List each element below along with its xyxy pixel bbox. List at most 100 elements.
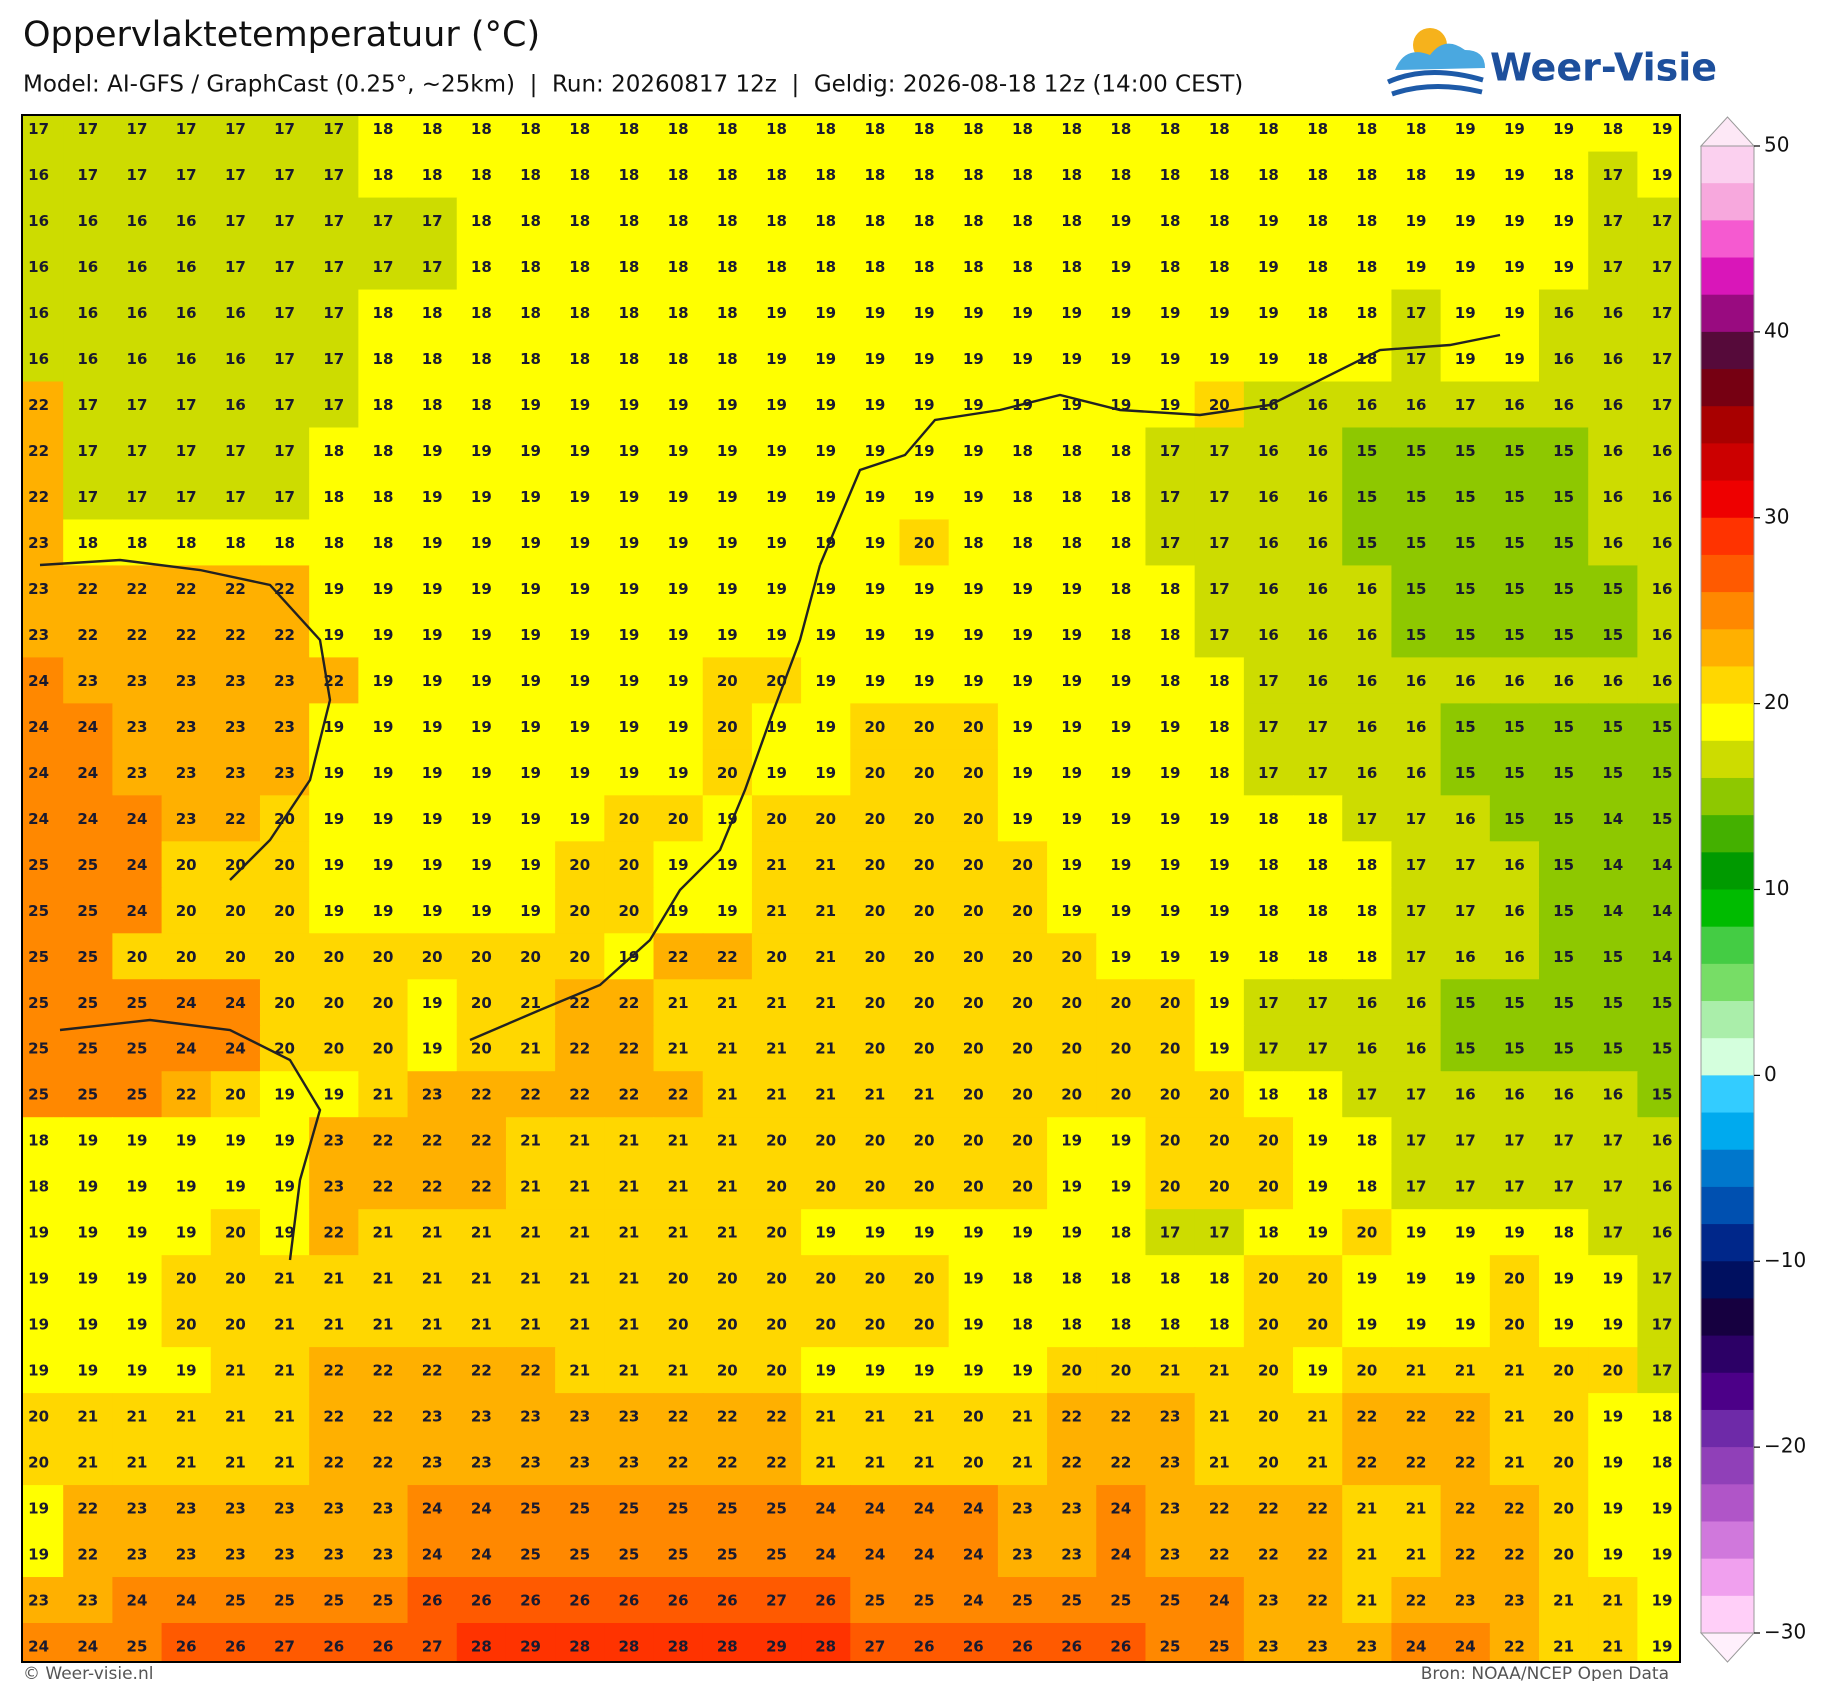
temperature-label: 16 xyxy=(1406,672,1427,690)
temperature-cell xyxy=(1096,243,1147,291)
temperature-label: 16 xyxy=(28,350,49,368)
temperature-label: 21 xyxy=(914,1408,935,1426)
temperature-cell xyxy=(997,335,1048,383)
temperature-label: 18 xyxy=(1209,212,1230,230)
temperature-cell xyxy=(505,565,556,613)
temperature-cell xyxy=(899,381,950,429)
colorbar-band xyxy=(1701,703,1754,742)
temperature-label: 19 xyxy=(668,580,689,598)
temperature-cell xyxy=(1637,243,1680,291)
colorbar-band xyxy=(1701,257,1754,296)
temperature-label: 18 xyxy=(569,258,590,276)
temperature-label: 21 xyxy=(618,1270,639,1288)
temperature-label: 25 xyxy=(77,948,98,966)
temperature-cell xyxy=(1539,473,1589,521)
temperature-cell xyxy=(555,427,605,475)
temperature-cell xyxy=(948,565,999,613)
temperature-label: 19 xyxy=(1455,166,1476,184)
temperature-label: 18 xyxy=(766,166,787,184)
temperature-label: 18 xyxy=(569,304,590,322)
temperature-cell xyxy=(309,151,359,199)
temperature-label: 17 xyxy=(1652,304,1673,322)
temperature-cell xyxy=(899,611,950,658)
temperature-cell xyxy=(1342,335,1393,383)
credit: © Weer-visie.nl xyxy=(23,1664,153,1681)
temperature-cell xyxy=(407,243,458,291)
colorbar-tick-label: −10 xyxy=(1764,1248,1806,1272)
temperature-label: 20 xyxy=(815,1132,836,1150)
temperature-label: 20 xyxy=(1602,1362,1623,1380)
temperature-label: 16 xyxy=(1602,488,1623,506)
temperature-label: 19 xyxy=(1061,1224,1082,1242)
temperature-label: 19 xyxy=(1061,1178,1082,1196)
temperature-label: 18 xyxy=(1258,120,1279,138)
temperature-label: 19 xyxy=(815,396,836,414)
temperature-label: 26 xyxy=(422,1592,443,1610)
temperature-cell xyxy=(1047,243,1097,291)
temperature-label: 22 xyxy=(1406,1592,1427,1610)
temperature-label: 23 xyxy=(176,810,197,828)
temperature-cell xyxy=(1440,335,1491,383)
temperature-cell xyxy=(161,611,212,658)
temperature-label: 23 xyxy=(274,1546,295,1564)
temperature-label: 21 xyxy=(77,1408,98,1426)
temperature-label: 15 xyxy=(1652,1040,1673,1058)
temperature-label: 22 xyxy=(28,442,49,460)
temperature-label: 19 xyxy=(1455,1316,1476,1334)
temperature-cell xyxy=(1539,151,1589,199)
temperature-label: 17 xyxy=(422,212,443,230)
temperature-label: 20 xyxy=(28,1408,49,1426)
temperature-label: 19 xyxy=(422,442,443,460)
temperature-cell xyxy=(801,289,851,337)
temperature-label: 18 xyxy=(1061,534,1082,552)
temperature-label: 19 xyxy=(1110,350,1131,368)
temperature-label: 19 xyxy=(1160,350,1181,368)
temperature-label: 16 xyxy=(1356,764,1377,782)
temperature-label: 21 xyxy=(815,902,836,920)
temperature-label: 18 xyxy=(422,396,443,414)
temperature-label: 20 xyxy=(864,948,885,966)
temperature-cell xyxy=(1637,473,1680,521)
temperature-label: 18 xyxy=(1307,304,1328,322)
temperature-cell xyxy=(1145,289,1196,337)
temperature-label: 19 xyxy=(864,442,885,460)
temperature-cell xyxy=(1391,197,1442,245)
temperature-label: 20 xyxy=(1110,994,1131,1012)
temperature-label: 18 xyxy=(176,534,197,552)
temperature-label: 19 xyxy=(766,580,787,598)
temperature-label: 21 xyxy=(274,1316,295,1334)
temperature-label: 15 xyxy=(1652,718,1673,736)
temperature-label: 19 xyxy=(1209,350,1230,368)
temperature-label: 20 xyxy=(176,902,197,920)
temperature-label: 19 xyxy=(1652,1638,1673,1656)
temperature-label: 21 xyxy=(668,1224,689,1242)
temperature-label: 20 xyxy=(1504,1270,1525,1288)
temperature-label: 20 xyxy=(1012,994,1033,1012)
temperature-label: 17 xyxy=(1455,396,1476,414)
temperature-label: 19 xyxy=(815,1224,836,1242)
temperature-label: 19 xyxy=(668,856,689,874)
temperature-label: 26 xyxy=(1110,1638,1131,1656)
temperature-label: 18 xyxy=(1110,580,1131,598)
temperature-cell xyxy=(997,115,1048,153)
temperature-label: 17 xyxy=(1258,1040,1279,1058)
temperature-cell xyxy=(505,151,556,199)
temperature-label: 14 xyxy=(1602,856,1623,874)
temperature-label: 17 xyxy=(274,488,295,506)
temperature-label: 21 xyxy=(668,1132,689,1150)
temperature-label: 21 xyxy=(520,1178,541,1196)
temperature-cell xyxy=(63,381,113,429)
temperature-label: 19 xyxy=(914,1362,935,1380)
temperature-label: 19 xyxy=(1061,902,1082,920)
temperature-label: 19 xyxy=(864,350,885,368)
temperature-label: 16 xyxy=(1455,810,1476,828)
subtitle: Model: AI-GFS / GraphCast (0.25°, ~25km)… xyxy=(23,72,1243,98)
temperature-label: 23 xyxy=(176,1500,197,1518)
temperature-label: 23 xyxy=(1258,1592,1279,1610)
temperature-label: 19 xyxy=(77,1224,98,1242)
temperature-label: 22 xyxy=(1307,1500,1328,1518)
temperature-cell xyxy=(358,657,409,704)
temperature-cell xyxy=(801,151,851,199)
temperature-label: 23 xyxy=(176,1546,197,1564)
